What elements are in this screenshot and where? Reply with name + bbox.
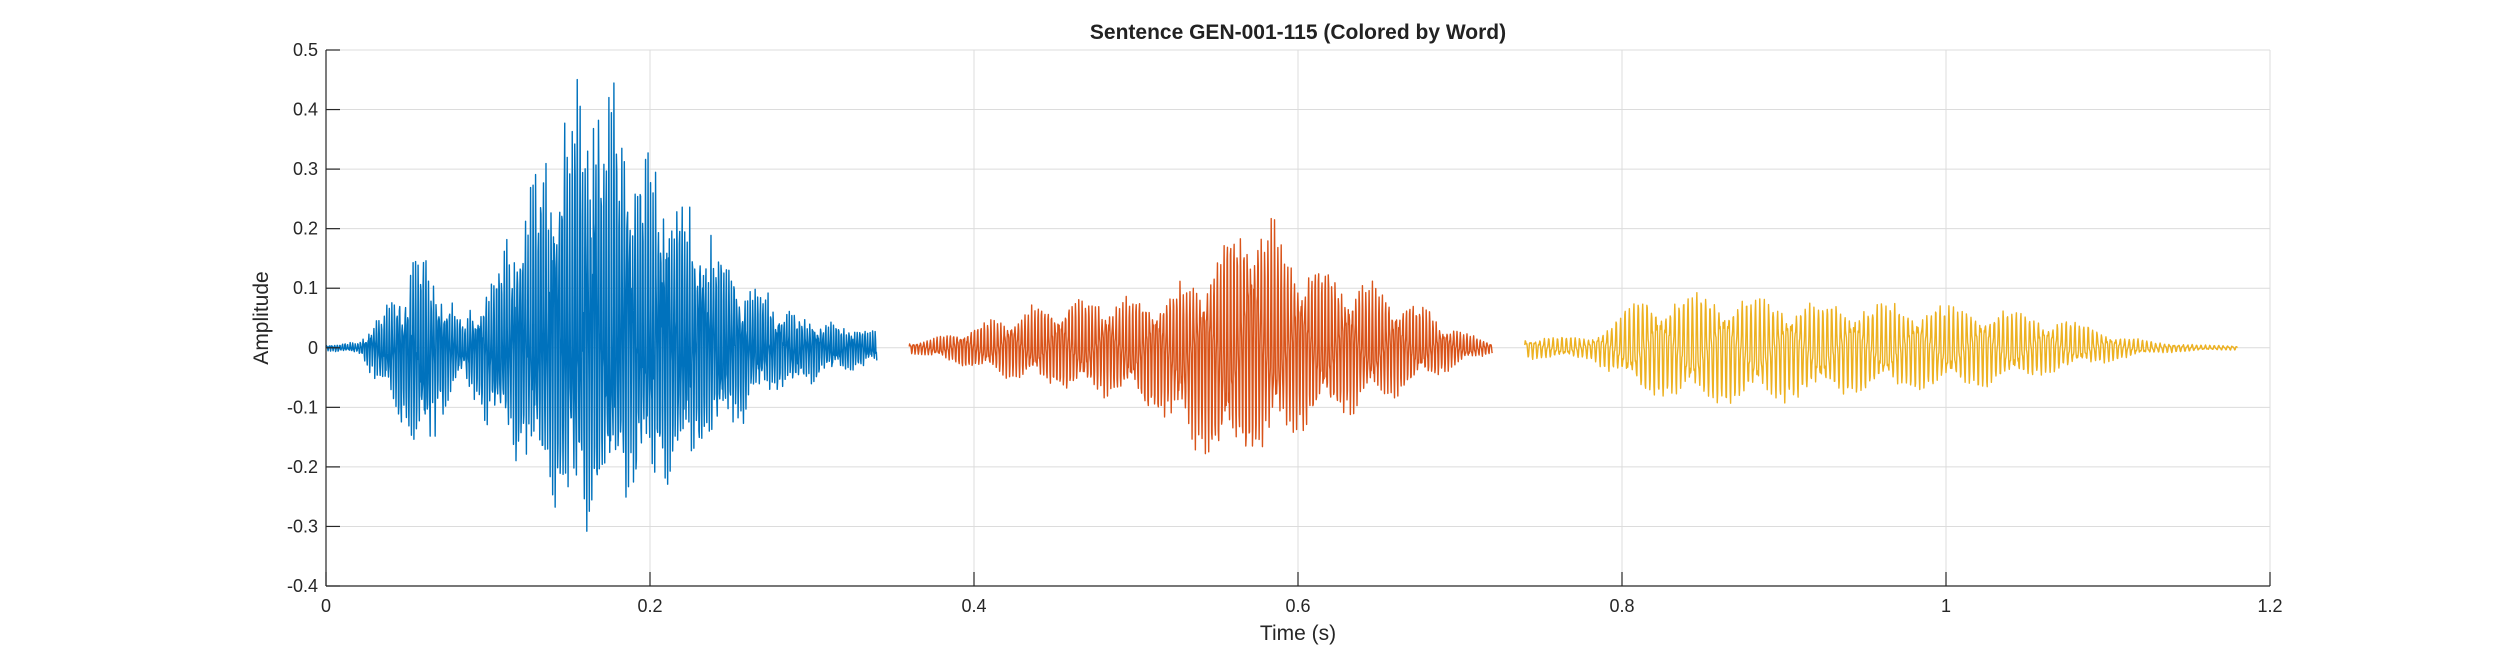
- word-waveform-1: [325, 78, 878, 532]
- y-ticks: -0.4 -0.3 -0.2 -0.1 0 0.1 0.2 0.3 0.4 0.5: [287, 40, 340, 596]
- y-tick-label: -0.3: [287, 516, 318, 536]
- x-axis-label: Time (s): [1260, 622, 1336, 645]
- word-waveform-2: [908, 217, 1494, 455]
- x-tick-label: 0.2: [637, 596, 662, 616]
- waveforms: [325, 78, 2238, 532]
- y-tick-label: 0.3: [293, 159, 318, 179]
- y-tick-label: 0.4: [293, 100, 318, 120]
- x-tick-label: 0.8: [1609, 596, 1634, 616]
- y-tick-label: -0.1: [287, 397, 318, 417]
- chart-title: Sentence GEN-001-115 (Colored by Word): [1090, 21, 1506, 44]
- y-tick-label: 0: [308, 338, 318, 358]
- y-tick-label: 0.5: [293, 40, 318, 60]
- word-waveform-3: [1524, 292, 2238, 404]
- y-tick-label: -0.2: [287, 457, 318, 477]
- y-tick-label: 0.1: [293, 278, 318, 298]
- x-tick-label: 1.2: [2257, 596, 2282, 616]
- x-tick-label: 0.4: [961, 596, 986, 616]
- x-ticks: 0 0.2 0.4 0.6 0.8 1 1.2: [321, 572, 2283, 616]
- x-tick-label: 1: [1941, 596, 1951, 616]
- x-tick-label: 0.6: [1285, 596, 1310, 616]
- y-axis-label: Amplitude: [250, 271, 273, 364]
- y-tick-label: -0.4: [287, 576, 318, 596]
- y-tick-label: 0.2: [293, 219, 318, 239]
- x-tick-label: 0: [321, 596, 331, 616]
